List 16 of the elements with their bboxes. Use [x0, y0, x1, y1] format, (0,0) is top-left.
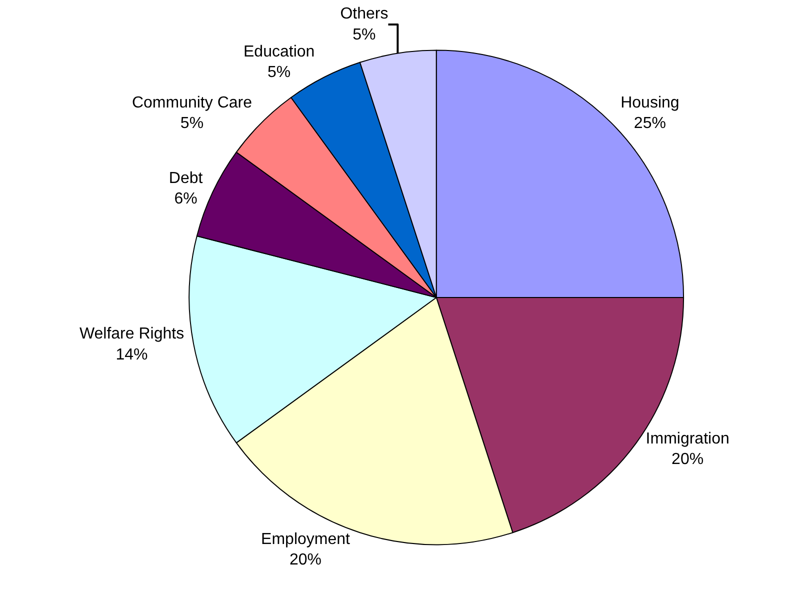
data-label: 5%	[352, 26, 376, 44]
slice-label: Housing	[620, 94, 680, 112]
data-label: 6%	[174, 190, 198, 208]
slice-label: Employment	[261, 530, 351, 548]
data-label: 20%	[289, 552, 322, 569]
data-label: 25%	[634, 115, 666, 132]
slice-label: Education	[244, 43, 315, 60]
slice-label: Others	[340, 6, 388, 23]
data-label: 5%	[180, 115, 204, 132]
slice-label: Debt	[168, 170, 204, 187]
data-label: 14%	[116, 346, 148, 364]
slice-label: Welfare Rights	[79, 326, 184, 343]
slice-label: Immigration	[646, 430, 730, 448]
slice-label: Community Care	[132, 94, 252, 112]
data-label: 20%	[672, 451, 704, 468]
data-label: 5%	[268, 64, 291, 82]
